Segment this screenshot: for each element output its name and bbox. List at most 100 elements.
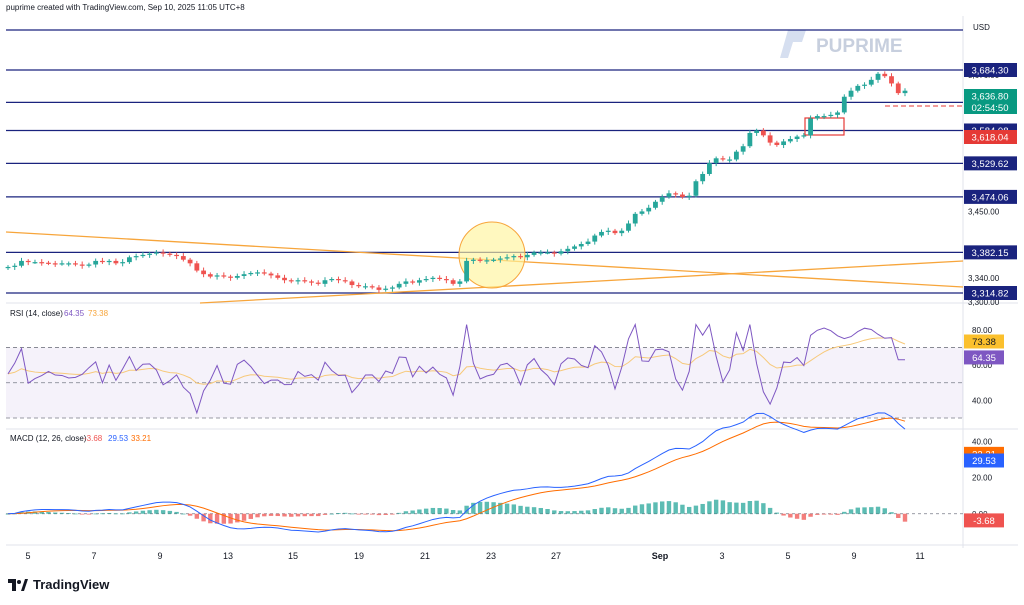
candle-body[interactable] bbox=[639, 211, 645, 214]
candle-body[interactable] bbox=[646, 207, 652, 212]
candle-body[interactable] bbox=[329, 279, 335, 281]
candle-body[interactable] bbox=[46, 262, 51, 264]
candle-body[interactable] bbox=[835, 112, 840, 115]
candle-body[interactable] bbox=[66, 263, 72, 265]
candle-body[interactable] bbox=[390, 287, 395, 289]
candle-body[interactable] bbox=[855, 85, 861, 91]
candle-body[interactable] bbox=[673, 193, 679, 195]
candle-body[interactable] bbox=[841, 96, 847, 113]
candle-body[interactable] bbox=[106, 260, 112, 263]
candlestick-series[interactable] bbox=[5, 71, 908, 293]
macd-signal-line[interactable] bbox=[7, 417, 906, 532]
candle-body[interactable] bbox=[437, 277, 443, 280]
candle-body[interactable] bbox=[423, 279, 429, 281]
candle-body[interactable] bbox=[207, 274, 213, 277]
candle-body[interactable] bbox=[221, 275, 227, 277]
candle-body[interactable] bbox=[248, 272, 254, 275]
candle-body[interactable] bbox=[538, 252, 544, 254]
candle-body[interactable] bbox=[531, 252, 537, 255]
candle-body[interactable] bbox=[383, 288, 389, 290]
candle-body[interactable] bbox=[187, 259, 193, 264]
candle-body[interactable] bbox=[363, 286, 368, 288]
rsi-ma-line[interactable] bbox=[7, 337, 906, 385]
candle-body[interactable] bbox=[572, 246, 577, 249]
candle-body[interactable] bbox=[862, 84, 867, 86]
candle-body[interactable] bbox=[828, 114, 834, 117]
candle-body[interactable] bbox=[875, 73, 881, 80]
candle-body[interactable] bbox=[680, 194, 685, 197]
candle-body[interactable] bbox=[180, 256, 186, 260]
candle-body[interactable] bbox=[430, 277, 436, 280]
candle-body[interactable] bbox=[241, 274, 247, 276]
candle-body[interactable] bbox=[302, 280, 308, 282]
candle-body[interactable] bbox=[518, 256, 523, 258]
candle-body[interactable] bbox=[511, 256, 517, 258]
candle-body[interactable] bbox=[214, 275, 220, 277]
candle-body[interactable] bbox=[848, 90, 854, 97]
candle-body[interactable] bbox=[443, 279, 449, 281]
candle-body[interactable] bbox=[605, 230, 611, 232]
candle-body[interactable] bbox=[868, 79, 874, 85]
candle-body[interactable] bbox=[882, 73, 888, 77]
candle-body[interactable] bbox=[578, 244, 584, 247]
candle-body[interactable] bbox=[545, 252, 550, 254]
candle-body[interactable] bbox=[52, 263, 58, 265]
candle-body[interactable] bbox=[551, 252, 557, 254]
candle-body[interactable] bbox=[760, 130, 766, 136]
candle-body[interactable] bbox=[659, 196, 665, 202]
candle-body[interactable] bbox=[100, 260, 105, 263]
candle-body[interactable] bbox=[767, 135, 773, 143]
candle-body[interactable] bbox=[349, 281, 355, 286]
candle-body[interactable] bbox=[895, 83, 901, 94]
candle-body[interactable] bbox=[814, 116, 820, 119]
candle-body[interactable] bbox=[309, 281, 314, 283]
candle-body[interactable] bbox=[160, 252, 166, 254]
rsi-line[interactable] bbox=[7, 322, 905, 415]
candle-body[interactable] bbox=[700, 173, 706, 182]
candle-body[interactable] bbox=[808, 118, 813, 136]
candle-body[interactable] bbox=[599, 231, 604, 236]
candle-body[interactable] bbox=[234, 275, 240, 278]
candle-body[interactable] bbox=[497, 258, 503, 260]
lower-trendline[interactable] bbox=[199, 260, 964, 304]
candle-body[interactable] bbox=[457, 281, 463, 284]
candle-body[interactable] bbox=[781, 141, 787, 146]
candle-body[interactable] bbox=[275, 275, 281, 278]
candle-body[interactable] bbox=[774, 142, 780, 146]
candle-body[interactable] bbox=[255, 272, 260, 274]
time-axis[interactable]: 5 7 9 13 15 19 21 23 27 Sep 3 5 9 11 bbox=[25, 551, 924, 561]
candle-body[interactable] bbox=[565, 248, 571, 252]
candle-body[interactable] bbox=[73, 263, 78, 265]
candle-body[interactable] bbox=[133, 256, 139, 258]
candle-body[interactable] bbox=[889, 76, 894, 84]
candle-body[interactable] bbox=[113, 260, 119, 264]
candle-body[interactable] bbox=[585, 241, 591, 245]
candle-body[interactable] bbox=[342, 280, 348, 282]
candle-body[interactable] bbox=[322, 280, 328, 284]
candle-body[interactable] bbox=[356, 285, 362, 287]
candle-body[interactable] bbox=[491, 259, 496, 261]
candle-body[interactable] bbox=[288, 280, 294, 282]
candle-body[interactable] bbox=[794, 136, 800, 139]
candle-body[interactable] bbox=[450, 280, 456, 284]
candle-body[interactable] bbox=[12, 265, 18, 267]
rsi-pane[interactable]: 80.00 60.00 40.00 73.38 64.35 bbox=[6, 322, 1004, 419]
candle-body[interactable] bbox=[39, 262, 45, 264]
candle-body[interactable] bbox=[902, 90, 908, 94]
candle-body[interactable] bbox=[558, 251, 564, 254]
candle-body[interactable] bbox=[821, 116, 827, 118]
chart-canvas[interactable]: USD PUPRIME 3,676.003,450.003,380.003,34… bbox=[0, 0, 1024, 575]
candle-body[interactable] bbox=[470, 259, 476, 261]
candle-body[interactable] bbox=[25, 260, 31, 263]
candle-body[interactable] bbox=[93, 260, 99, 265]
candle-body[interactable] bbox=[477, 259, 483, 261]
candle-body[interactable] bbox=[403, 281, 409, 284]
candle-body[interactable] bbox=[740, 146, 746, 152]
candle-body[interactable] bbox=[228, 276, 233, 278]
candle-body[interactable] bbox=[626, 223, 631, 231]
candle-body[interactable] bbox=[632, 213, 638, 224]
candle-body[interactable] bbox=[686, 195, 692, 197]
candle-body[interactable] bbox=[174, 254, 180, 257]
candle-body[interactable] bbox=[201, 270, 206, 275]
